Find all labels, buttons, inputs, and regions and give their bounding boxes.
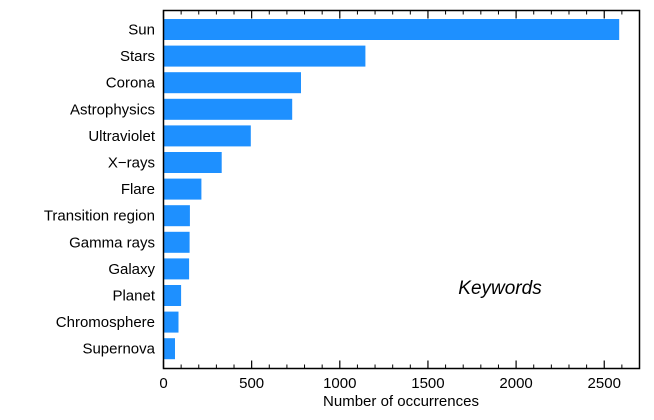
bar-2 [163, 72, 301, 94]
bar-6 [163, 178, 202, 200]
x-tick-label: 1500 [411, 375, 444, 392]
category-label: Galaxy [108, 261, 155, 278]
bar-4 [163, 125, 251, 147]
bar-0 [163, 19, 620, 40]
bar-11 [163, 311, 179, 333]
category-label: Chromosphere [56, 314, 155, 331]
bars-group [163, 19, 620, 360]
bar-9 [163, 258, 190, 280]
category-label: Planet [112, 288, 155, 305]
x-tick-label: 2000 [499, 375, 532, 392]
x-tick-label: 500 [239, 375, 264, 392]
x-axis-title: Number of occurrences [323, 393, 479, 410]
category-label: Stars [120, 48, 155, 65]
category-label: Corona [106, 75, 156, 92]
bar-1 [163, 45, 366, 67]
category-label: Astrophysics [70, 101, 155, 118]
x-tick-label: 2500 [588, 375, 621, 392]
category-label: Sun [128, 22, 155, 39]
bar-3 [163, 98, 293, 120]
category-labels: Sun Stars Corona Astrophysics Ultraviolet X−r… [44, 22, 156, 358]
x-axis-tick-labels: 0 500 1000 1500 2000 2500 [159, 375, 621, 392]
x-tick-label: 1000 [323, 375, 356, 392]
bar-12 [163, 338, 175, 360]
chart-annotation: Keywords [458, 278, 542, 299]
bar-7 [163, 205, 190, 227]
category-label: Gamma rays [69, 234, 155, 251]
category-label: Transition region [44, 208, 155, 225]
category-label: Flare [121, 181, 155, 198]
plot-frame [162, 9, 641, 370]
bar-8 [163, 231, 190, 253]
bar-10 [163, 285, 182, 306]
category-label: Ultraviolet [88, 128, 156, 145]
bar-5 [163, 152, 222, 173]
category-label: X−rays [108, 155, 155, 172]
x-tick-label: 0 [159, 375, 167, 392]
category-label: Supernova [82, 341, 155, 358]
x-axis-ticks [162, 10, 623, 369]
